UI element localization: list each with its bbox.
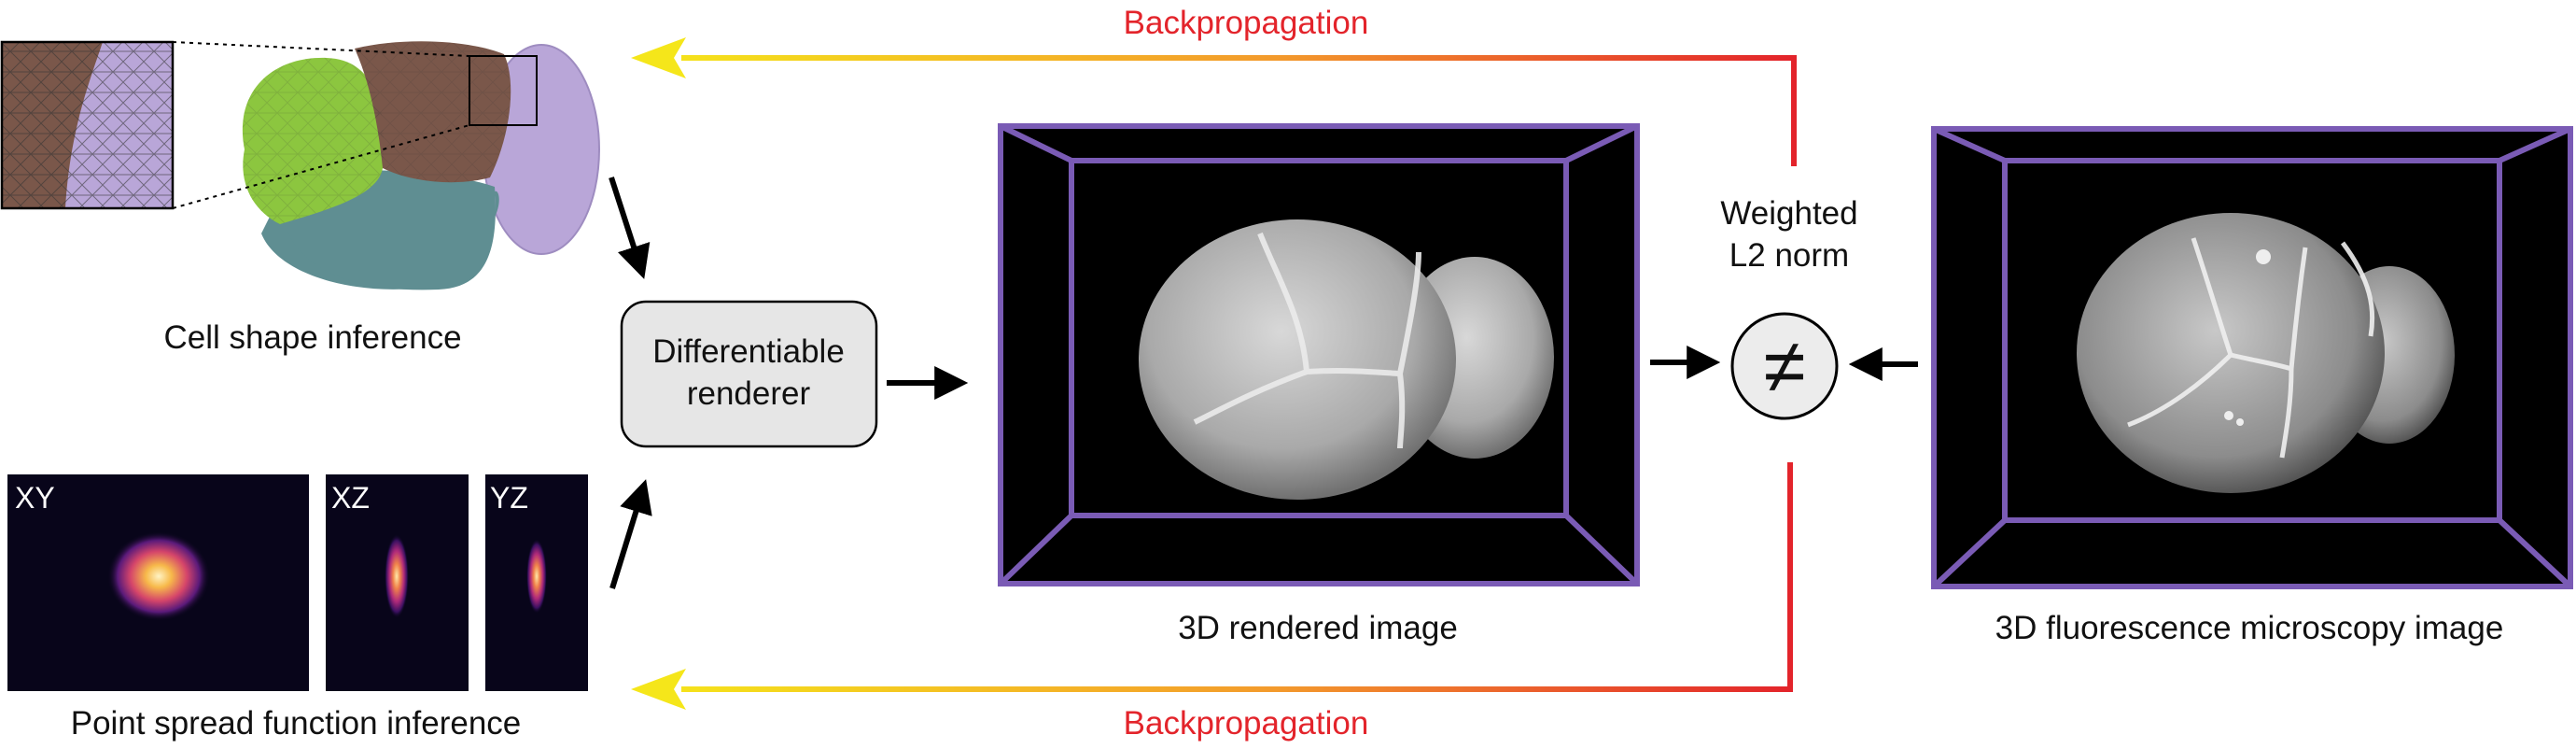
not-equal-symbol: ≠ <box>1763 324 1805 409</box>
mesh-zoom-inset <box>0 40 470 210</box>
psf-panel-yz: YZ <box>485 474 588 691</box>
renderer-label-line2: renderer <box>687 375 811 412</box>
arrow-cell-to-renderer <box>609 177 651 279</box>
renderer-label-line1: Differentiable <box>652 333 845 370</box>
renderer-box: Differentiable renderer <box>620 300 878 448</box>
backprop-top-label: Backpropagation <box>1124 5 1369 41</box>
norm-label-line2: L2 norm <box>1729 237 1849 274</box>
arrow-psf-to-renderer <box>609 479 652 589</box>
psf-tag-xz: XZ <box>331 481 370 515</box>
norm-label-line1: Weighted <box>1720 195 1857 232</box>
psf-tag-yz: YZ <box>490 481 528 515</box>
not-equal-icon: ≠ <box>1730 312 1839 420</box>
backprop-top-arrow <box>631 37 1797 166</box>
rendered-image <box>998 123 1640 586</box>
psf-tag-xy: XY <box>15 481 55 515</box>
microscopy-image <box>1931 126 2573 589</box>
psf-panel-xz: XZ <box>326 474 469 691</box>
microscopy-image-label: 3D fluorescence microscopy image <box>1995 610 2504 646</box>
rendered-image-label: 3D rendered image <box>1178 610 1458 646</box>
backprop-bottom-arrow <box>631 462 1793 710</box>
psf-label: Point spread function inference <box>71 705 522 742</box>
backprop-bottom-label: Backpropagation <box>1124 705 1369 742</box>
cell-shape-label: Cell shape inference <box>163 319 461 356</box>
psf-panel-xy: XY <box>7 474 309 691</box>
cell-mesh <box>242 41 600 290</box>
